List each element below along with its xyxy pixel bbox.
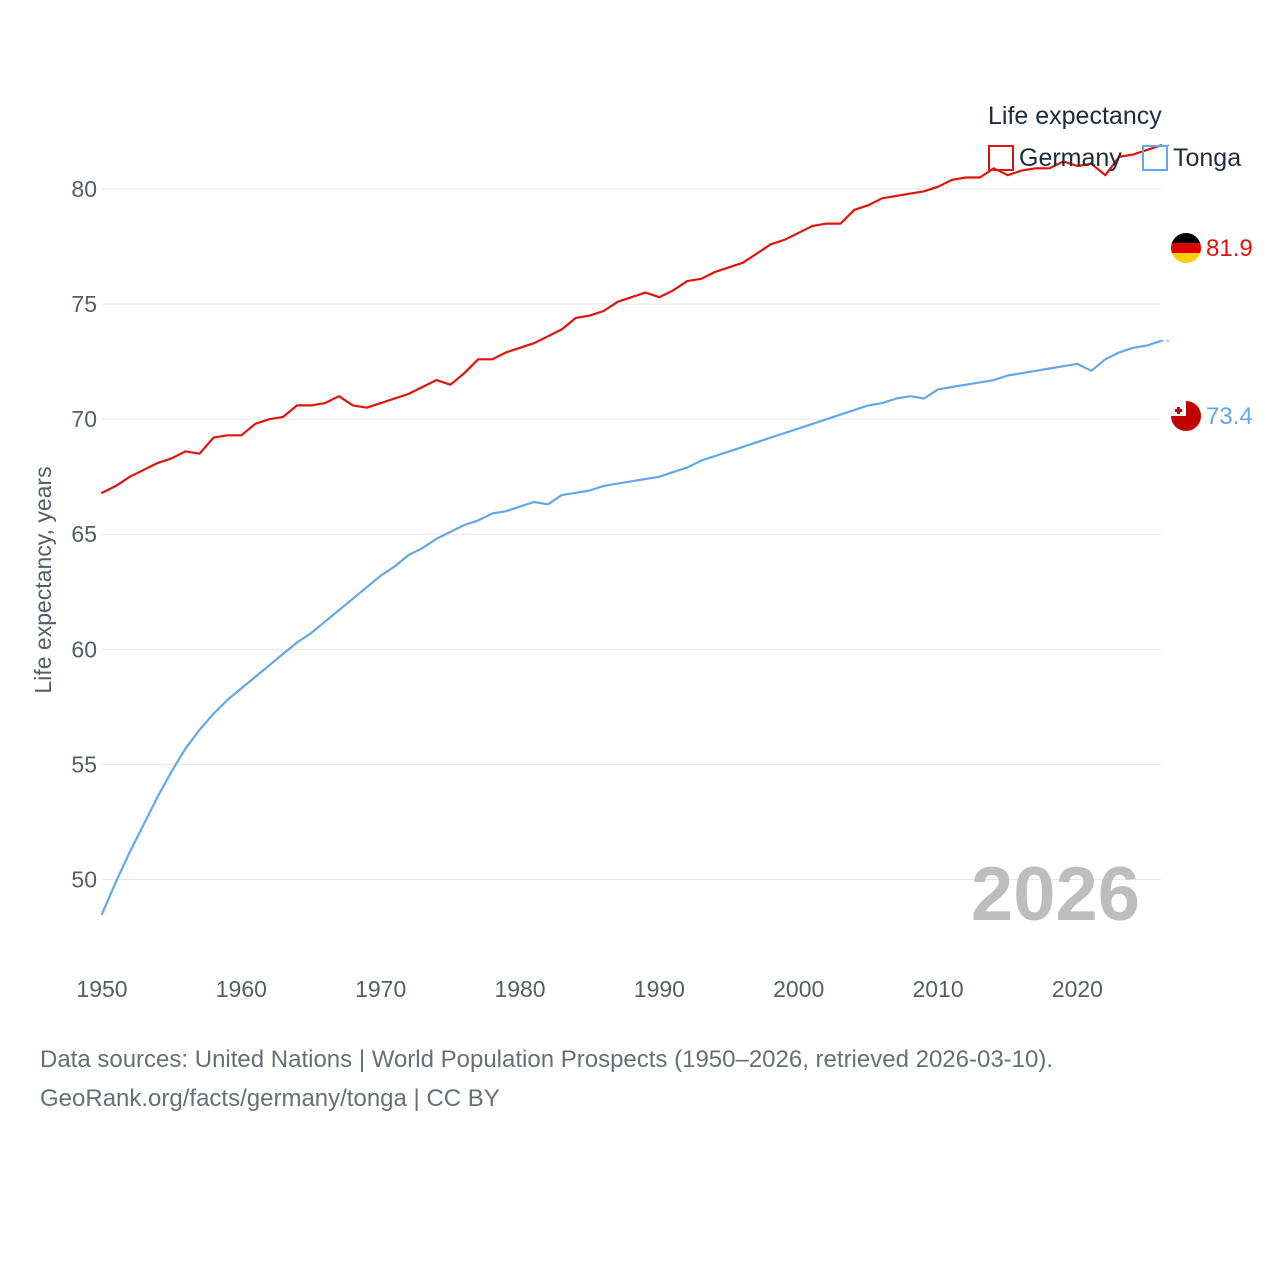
- x-tick-1960: 1960: [216, 976, 267, 1002]
- series-layer: [100, 144, 1163, 916]
- series-line-tonga: [100, 339, 1163, 916]
- germany-end-value: 81.9: [1206, 235, 1253, 262]
- x-tick-1970: 1970: [355, 976, 406, 1002]
- legend-title: Life expectancy: [988, 102, 1162, 130]
- attribution-text: GeoRank.org/facts/germany/tonga | CC BY: [40, 1085, 500, 1112]
- legend: Life expectancy Germany Tonga: [988, 102, 1241, 172]
- series-line-germany: [100, 144, 1163, 494]
- legend-label-tonga: Tonga: [1173, 144, 1241, 172]
- y-tick-75: 75: [71, 291, 97, 317]
- x-tick-2010: 2010: [912, 976, 963, 1002]
- y-axis-title: Life expectancy, years: [30, 466, 56, 693]
- y-tick-80: 80: [71, 176, 97, 202]
- legend-label-germany: Germany: [1019, 144, 1122, 172]
- y-tick-50: 50: [71, 866, 97, 892]
- tonga-flag-icon: [1171, 401, 1201, 431]
- x-axis-ticks: 1950 1960 1970 1980 1990 2000 2010 2020: [76, 976, 1103, 1002]
- legend-swatch-germany: [988, 145, 1014, 171]
- y-tick-55: 55: [71, 751, 97, 777]
- y-tick-70: 70: [71, 406, 97, 432]
- x-tick-1950: 1950: [76, 976, 127, 1002]
- x-tick-2020: 2020: [1052, 976, 1103, 1002]
- y-tick-65: 65: [71, 521, 97, 547]
- y-tick-60: 60: [71, 636, 97, 662]
- data-sources-text: Data sources: United Nations | World Pop…: [40, 1046, 1054, 1073]
- x-tick-1980: 1980: [494, 976, 545, 1002]
- gridlines: [102, 188, 1161, 880]
- year-watermark: 2026: [971, 852, 1140, 937]
- footer: Data sources: United Nations | World Pop…: [40, 1040, 1240, 1118]
- legend-swatch-tonga: [1142, 145, 1168, 171]
- tonga-end-value: 73.4: [1206, 403, 1253, 430]
- y-axis-ticks: 50 55 60 65 70 75 80: [71, 176, 97, 892]
- x-tick-2000: 2000: [773, 976, 824, 1002]
- x-tick-1990: 1990: [634, 976, 685, 1002]
- germany-flag-icon: [1171, 233, 1201, 263]
